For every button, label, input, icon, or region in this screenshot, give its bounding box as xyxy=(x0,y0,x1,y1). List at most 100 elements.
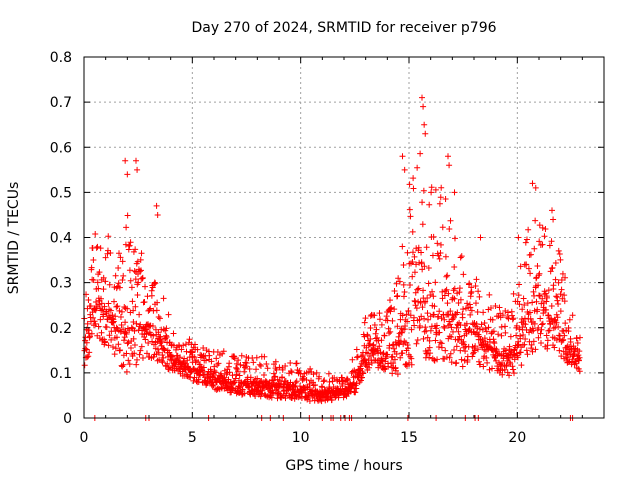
data-point xyxy=(388,354,395,361)
data-point xyxy=(120,272,127,279)
data-point xyxy=(326,378,333,385)
data-point xyxy=(445,153,451,160)
data-point xyxy=(504,369,511,376)
data-point xyxy=(451,263,458,270)
data-point xyxy=(546,327,553,334)
data-point xyxy=(427,350,434,357)
data-point xyxy=(124,305,131,312)
y-tick-label: 0.3 xyxy=(50,276,72,292)
data-point xyxy=(555,301,562,308)
data-point xyxy=(424,310,431,317)
data-point xyxy=(293,378,300,385)
data-point xyxy=(531,320,538,327)
data-point xyxy=(533,298,540,305)
data-point xyxy=(394,323,401,330)
x-tick-label: 15 xyxy=(400,430,418,446)
data-point xyxy=(220,375,227,382)
data-point xyxy=(464,300,471,307)
data-point xyxy=(392,367,399,374)
data-point xyxy=(376,316,383,323)
data-point xyxy=(409,273,416,280)
data-point xyxy=(399,329,406,336)
data-point xyxy=(349,356,356,363)
data-point xyxy=(553,319,560,326)
data-point xyxy=(551,316,558,323)
data-point xyxy=(460,338,467,345)
data-point xyxy=(239,391,246,398)
data-point xyxy=(416,316,423,323)
data-point xyxy=(186,336,193,343)
data-point xyxy=(206,352,213,359)
data-point xyxy=(418,249,425,256)
data-point xyxy=(126,242,133,249)
data-point xyxy=(564,350,571,357)
data-point xyxy=(552,276,559,283)
data-point xyxy=(127,345,134,352)
data-point xyxy=(344,375,351,382)
data-point xyxy=(472,300,479,307)
data-point xyxy=(376,310,383,317)
data-point xyxy=(125,339,132,346)
data-point xyxy=(447,321,454,328)
data-point xyxy=(385,363,392,370)
data-point xyxy=(408,326,415,333)
data-point xyxy=(119,276,126,283)
data-point xyxy=(160,326,167,333)
data-point xyxy=(389,353,396,360)
data-point xyxy=(86,349,93,356)
data-point xyxy=(448,333,455,340)
data-point xyxy=(432,186,439,193)
data-point xyxy=(98,300,105,307)
data-point xyxy=(444,272,451,279)
data-point xyxy=(543,332,550,339)
data-point xyxy=(130,248,137,255)
data-point xyxy=(521,315,528,322)
data-point xyxy=(525,226,532,233)
data-point xyxy=(489,365,496,372)
data-point xyxy=(419,221,426,228)
data-point xyxy=(130,319,137,326)
data-point xyxy=(437,194,444,201)
data-point xyxy=(291,383,298,390)
data-point xyxy=(520,295,527,302)
data-point xyxy=(457,296,464,303)
data-point xyxy=(503,362,510,369)
x-axis-label: GPS time / hours xyxy=(285,458,402,474)
data-point xyxy=(141,299,148,306)
data-point xyxy=(212,369,219,376)
data-point xyxy=(458,356,465,363)
data-point xyxy=(419,94,425,101)
data-point xyxy=(421,121,428,128)
data-point xyxy=(550,325,557,332)
data-point xyxy=(88,264,95,271)
data-point xyxy=(339,374,346,381)
data-point xyxy=(409,228,416,235)
data-point xyxy=(102,278,109,285)
data-point xyxy=(90,256,97,263)
data-point xyxy=(95,301,102,308)
data-point xyxy=(394,371,401,378)
data-point xyxy=(229,372,236,379)
data-point xyxy=(543,298,550,305)
data-point xyxy=(566,316,573,323)
data-point xyxy=(107,307,114,314)
data-points xyxy=(81,94,583,421)
data-point xyxy=(159,359,166,366)
data-point xyxy=(426,344,433,351)
data-point xyxy=(553,336,560,343)
data-point xyxy=(153,307,160,314)
data-point xyxy=(328,396,335,403)
data-point xyxy=(435,313,442,320)
data-point xyxy=(131,341,138,348)
data-point xyxy=(507,333,514,340)
data-point xyxy=(213,355,220,362)
data-point xyxy=(215,360,222,367)
data-point xyxy=(391,306,398,313)
data-point xyxy=(261,353,268,360)
data-point xyxy=(235,368,242,375)
data-point xyxy=(232,375,239,382)
data-point xyxy=(273,366,280,373)
data-point xyxy=(530,338,537,345)
data-point xyxy=(411,322,418,329)
data-point xyxy=(412,302,419,309)
